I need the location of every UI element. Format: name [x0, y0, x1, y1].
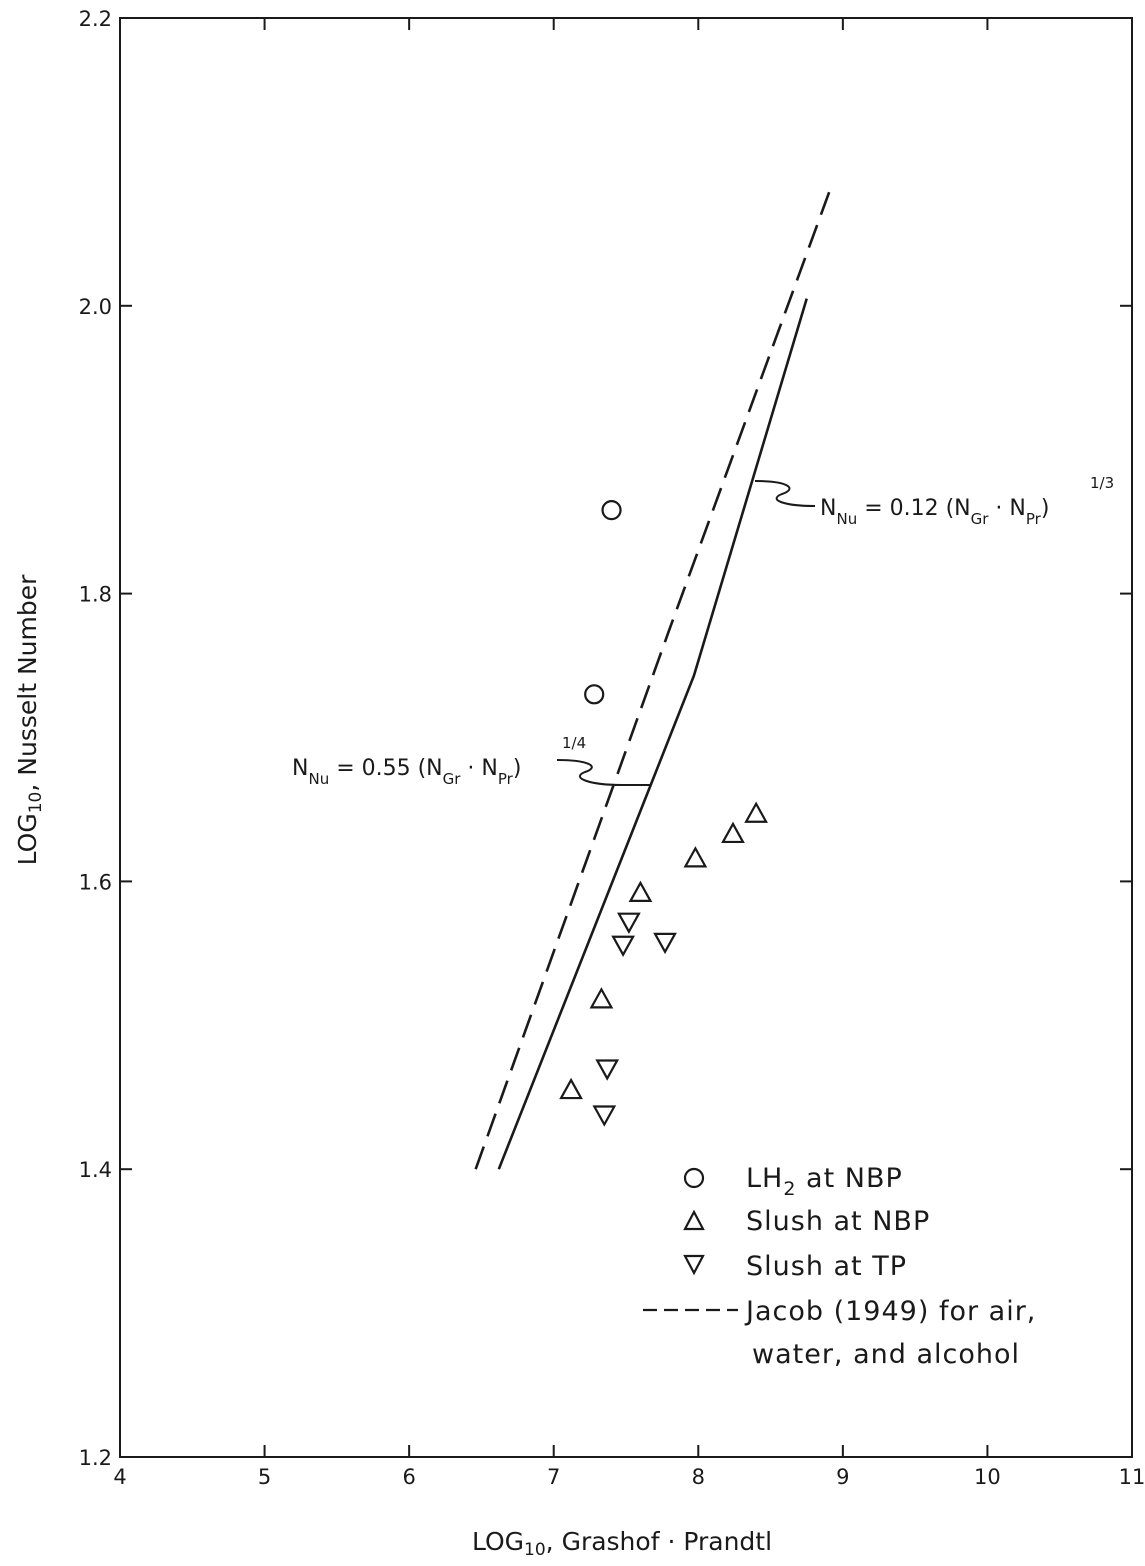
x-axis-label: LOG10, Grashof · Prandtl: [472, 1527, 772, 1560]
y-axis-label-rest: , Nusselt Number: [13, 574, 42, 792]
legend-marker-circle: [683, 1167, 705, 1189]
ann-quarter-sub2: Gr: [443, 770, 462, 788]
ann-third-sub1: Nu: [836, 510, 857, 528]
x-tick-label: 8: [692, 1465, 705, 1489]
legend-jacob-line2: water, and alcohol: [752, 1339, 1020, 1370]
legend-jacob-line1: Jacob (1949) for air,: [744, 1296, 1036, 1327]
x-tick-label: 11: [1119, 1465, 1145, 1489]
point-slush-nbp: [744, 801, 768, 823]
legend-slush-tp: Slush at TP: [746, 1251, 907, 1282]
ann-third-exp: 1/3: [1090, 474, 1114, 492]
annotation-third: NNu = 0.12 (NGr · NPr) 1/3: [754, 474, 1114, 528]
x-tick-label: 9: [836, 1465, 849, 1489]
legend-marker-triangle-up: [683, 1209, 705, 1231]
y-tick-label: 1.2: [79, 1446, 112, 1470]
x-tick-label: 7: [547, 1465, 560, 1489]
ann-quarter-leader: [556, 759, 650, 786]
svg-text:LH2 at NBP: LH2 at NBP: [746, 1163, 903, 1200]
ann-quarter-dot: · N: [460, 756, 497, 781]
ann-quarter-mid: = 0.55 (N: [329, 756, 442, 781]
point-slush-tp: [592, 1105, 617, 1127]
ann-third-close: ): [1041, 496, 1050, 521]
legend-lh2-text: LH: [746, 1163, 783, 1194]
point-slush-nbp: [628, 880, 653, 903]
x-tick-label: 4: [113, 1465, 126, 1489]
ann-third-sub3: Pr: [1026, 510, 1042, 528]
point-lh2-nbp: [584, 684, 605, 705]
point-slush-nbp: [589, 987, 614, 1009]
legend-lh2-after: at NBP: [796, 1163, 902, 1194]
x-tick-label: 5: [258, 1465, 271, 1489]
y-tick-label: 1.6: [79, 870, 112, 894]
ann-third-leader: [754, 480, 816, 507]
plot-area: 4 5 6 7 8 9 10 11 1.2 1.4 1.6 1.8 2.0 2.2: [79, 7, 1145, 1489]
ann-third-n: N: [820, 496, 836, 521]
point-slush-tp: [617, 912, 641, 934]
ann-third-dot: · N: [988, 496, 1025, 521]
annotation-quarter: NNu = 0.55 (NGr · NPr) 1/4: [292, 734, 650, 788]
legend-slush-nbp: Slush at NBP: [746, 1206, 930, 1237]
x-axis-label-log: LOG: [472, 1527, 524, 1556]
point-slush-tp: [595, 1059, 620, 1081]
ann-third-mid: = 0.12 (N: [857, 496, 970, 521]
jacob-dashed-line: [474, 185, 833, 1170]
point-slush-nbp: [683, 846, 708, 868]
x-tick-label: 6: [402, 1465, 415, 1489]
svg-text:NNu = 0.55 (NGr · NPr): NNu = 0.55 (NGr · NPr): [292, 756, 521, 788]
y-tick-label: 1.8: [79, 583, 112, 607]
y-tick-label: 2.0: [79, 295, 112, 319]
point-slush-nbp: [559, 1077, 583, 1100]
x-axis-label-rest: , Grashof · Prandtl: [546, 1527, 772, 1556]
legend-marker-triangle-down: [683, 1254, 705, 1276]
point-slush-tp: [611, 935, 635, 957]
ann-quarter-n: N: [292, 756, 308, 781]
x-axis-label-sub: 10: [524, 1540, 546, 1560]
ann-quarter-close: ): [513, 756, 522, 781]
y-axis-label: LOG10, Nusselt Number: [13, 574, 46, 865]
ann-quarter-exp: 1/4: [562, 734, 586, 752]
y-tick-label: 2.2: [79, 7, 112, 31]
data-points: [559, 500, 768, 1127]
ann-third-sub2: Gr: [971, 510, 990, 528]
svg-text:NNu = 0.12 (NGr · NPr): NNu = 0.12 (NGr · NPr): [820, 496, 1049, 528]
ann-quarter-sub1: Nu: [308, 770, 329, 788]
point-lh2-nbp: [601, 500, 622, 521]
solid-correlation-line: [497, 298, 808, 1170]
y-axis-label-sub: 10: [26, 792, 46, 814]
legend-lh2-sub: 2: [783, 1178, 796, 1200]
y-axis-label-log: LOG: [13, 813, 42, 865]
point-slush-tp: [653, 932, 677, 955]
point-slush-nbp: [721, 821, 745, 844]
legend: LH2 at NBP Slush at NBP Slush at TP Jaco…: [643, 1163, 1036, 1370]
ann-quarter-sub3: Pr: [498, 770, 514, 788]
x-tick-label: 10: [974, 1465, 1001, 1489]
correlation-lines: [474, 185, 833, 1170]
y-tick-label: 1.4: [79, 1158, 112, 1182]
plot-frame: [119, 17, 1133, 1458]
